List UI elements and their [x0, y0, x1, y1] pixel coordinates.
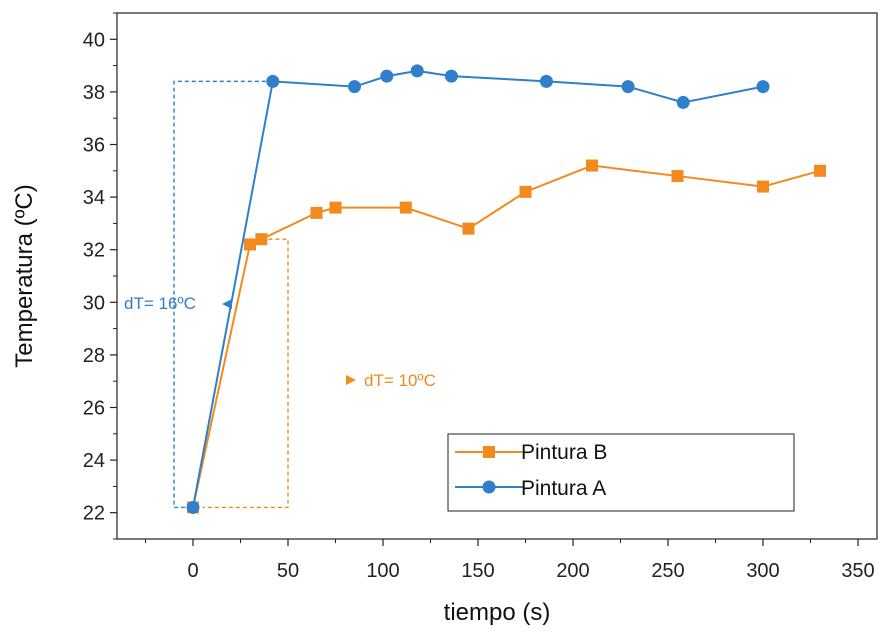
x-axis: 0 50 100 150 200 250 300 350: [145, 539, 875, 582]
guide-dt-b: [202, 238, 289, 509]
y-tick-label: 32: [83, 240, 105, 262]
data-point: [410, 64, 424, 78]
data-point: [539, 74, 553, 88]
y-tick-label: 30: [83, 292, 105, 314]
y-tick-label: 38: [83, 82, 105, 104]
y-tick-label: 24: [83, 450, 105, 472]
legend-label-pintura-b: Pintura B: [521, 441, 607, 464]
data-point: [186, 500, 200, 514]
y-tick-label: 26: [83, 398, 105, 420]
data-point: [266, 74, 280, 88]
annotation-dt-b: dT= 10ºC: [364, 371, 436, 390]
data-point: [519, 185, 532, 198]
annotation-arrow-a: [222, 299, 232, 309]
data-point: [462, 222, 475, 235]
legend-box: [447, 433, 795, 512]
x-tick-label: 250: [651, 560, 684, 582]
x-tick-label: 200: [556, 560, 589, 582]
data-point: [329, 201, 342, 214]
data-point: [586, 159, 598, 172]
data-point: [399, 201, 412, 214]
annotation-guides: [173, 80, 289, 509]
y-axis: 22 24 26 28 30 32 34 36 38 40: [83, 12, 117, 540]
y-axis-title: Temperatura (ºC): [11, 184, 38, 367]
x-axis-title: tiempo (s): [444, 599, 551, 626]
x-tick-label: 350: [841, 560, 874, 582]
annotation-arrow-b: [346, 375, 356, 385]
legend-label-pintura-a: Pintura A: [521, 477, 606, 500]
data-point: [348, 80, 361, 94]
data-point: [244, 238, 256, 251]
data-point: [671, 170, 684, 183]
data-point: [380, 69, 394, 83]
series-layer: [186, 64, 826, 514]
x-tick-label: 50: [277, 560, 299, 582]
x-tick-label: 150: [461, 560, 494, 582]
annotation-dt-a: dT= 16ºC: [124, 294, 196, 313]
y-tick-label: 28: [83, 345, 105, 367]
x-tick-label: 300: [746, 560, 779, 582]
legend-marker-pintura-b: [483, 446, 495, 458]
data-point: [676, 95, 690, 109]
y-tick-label: 36: [83, 135, 105, 157]
data-point: [310, 206, 323, 219]
data-point: [756, 80, 770, 94]
x-tick-label: 0: [187, 560, 198, 582]
data-point: [621, 80, 635, 94]
data-point: [444, 69, 458, 83]
data-point: [757, 180, 769, 193]
legend: Pintura B Pintura A: [447, 433, 795, 512]
y-tick-label: 40: [83, 29, 105, 51]
data-point: [255, 233, 268, 246]
series-line-pintura-a: [192, 69, 764, 508]
guide-dt-a: [173, 80, 273, 509]
y-tick-label: 22: [83, 503, 105, 525]
data-point: [814, 164, 826, 177]
legend-marker-pintura-a: [482, 480, 496, 494]
x-tick-label: 100: [366, 560, 399, 582]
y-tick-label: 34: [83, 187, 105, 209]
